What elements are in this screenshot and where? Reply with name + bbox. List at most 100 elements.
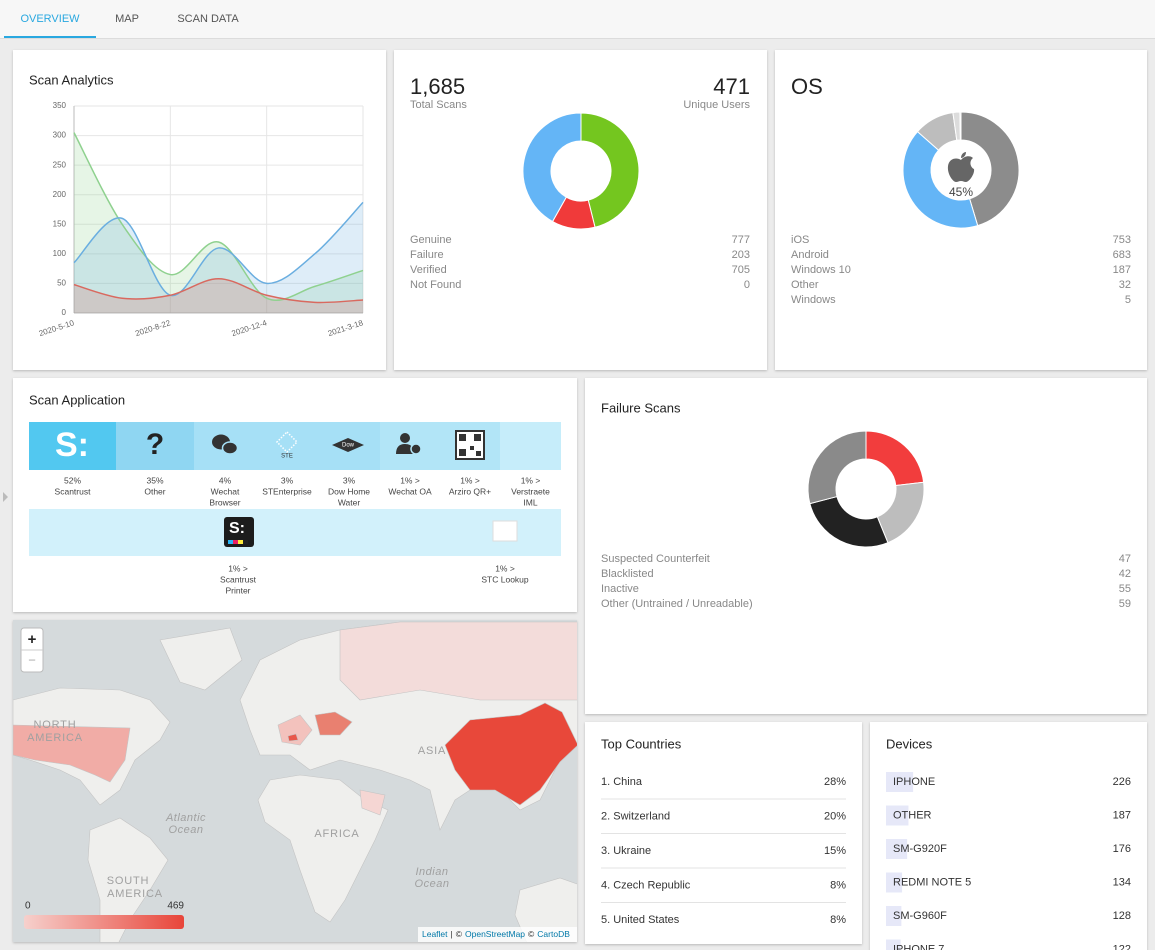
icon-ste-text: STE (281, 454, 293, 460)
icon-printer-ink (238, 540, 243, 544)
legend-label: Other (791, 279, 819, 291)
map-legend-max: 469 (167, 901, 184, 912)
country-usa (13, 724, 131, 783)
series-area (74, 202, 363, 313)
bar (886, 805, 909, 826)
app-name: Verstraete (511, 486, 550, 496)
legend-value: 42 (1119, 568, 1131, 580)
unique-users: 471 (713, 74, 750, 99)
app-tile[interactable] (29, 422, 116, 470)
tab-bar (0, 0, 1155, 38)
icon-printer-ink (243, 540, 248, 544)
app-tile-row (29, 509, 561, 556)
map-label: Atlantic (165, 812, 206, 824)
map-attribution: Leaflet | © OpenStreetMap © CartoDB (422, 929, 570, 939)
legend-label: iOS (791, 234, 809, 246)
bar-label: REDMI NOTE 5 (893, 876, 971, 888)
attribution-part[interactable]: CartoDB (537, 929, 570, 939)
map-label: AMERICA (27, 732, 83, 744)
icon-person-badge (410, 443, 422, 455)
country-name: 1. China (601, 776, 643, 788)
app-name: Printer (225, 585, 250, 595)
country-name: 2. Switzerland (601, 810, 670, 822)
app-name: Other (144, 486, 165, 496)
icon-person (396, 444, 413, 454)
app-share: 1% > (400, 475, 420, 485)
map-label: Ocean (415, 878, 450, 890)
side-toggle[interactable] (3, 492, 8, 502)
chart-title: Devices (886, 736, 933, 751)
chart-title: OS (791, 74, 823, 99)
legend-label: Windows 10 (791, 264, 851, 276)
icon-dow (332, 438, 364, 452)
app-name: Dow Home (328, 486, 370, 496)
country-europe (277, 714, 313, 746)
tab[interactable]: SCAN DATA (177, 13, 239, 25)
icon-other: ? (146, 428, 164, 461)
bar (886, 839, 908, 859)
bar-value: 187 (1113, 809, 1131, 821)
map-legend-bar (24, 915, 184, 929)
app-name: Wechat (211, 486, 240, 496)
legend-value: 683 (1113, 249, 1131, 261)
legend-value: 705 (732, 264, 750, 276)
country-russia (339, 621, 577, 701)
app-tile[interactable] (256, 422, 318, 470)
tab[interactable]: MAP (115, 13, 139, 25)
app-name: STC Lookup (481, 574, 529, 584)
app-tile[interactable] (500, 422, 561, 470)
legend-value: 55 (1119, 583, 1131, 595)
donut-slice (902, 130, 979, 229)
app-share: 1% > (521, 475, 541, 485)
series-area (74, 278, 363, 313)
bar (886, 906, 902, 926)
bar-value: 122 (1113, 943, 1131, 950)
apple-icon (947, 152, 975, 182)
icon-ste (275, 430, 299, 454)
country-ukraine (314, 711, 353, 736)
bar-value: 226 (1113, 776, 1131, 788)
legend-label: Not Found (410, 279, 461, 291)
app-name: Browser (209, 497, 240, 507)
land (514, 877, 577, 942)
country-name: 4. Czech Republic (601, 879, 691, 891)
legend-label: Windows (791, 294, 836, 306)
attribution-part[interactable]: OpenStreetMap (465, 929, 525, 939)
legend-label: Android (791, 249, 829, 261)
donut-slice (959, 111, 962, 141)
app-share: 52% (64, 475, 81, 485)
zoom-out[interactable]: − (28, 652, 36, 667)
icon-qr-eye (459, 434, 466, 441)
legend-value: 5 (1125, 294, 1131, 306)
bar-value: 134 (1113, 876, 1131, 888)
bar-label: OTHER (893, 809, 932, 821)
map-label: Ocean (169, 824, 204, 836)
attribution-part[interactable]: Leaflet (422, 929, 448, 939)
map-label: NORTH (34, 719, 77, 731)
tab[interactable]: OVERVIEW (20, 13, 80, 25)
app-share: 3% (343, 475, 356, 485)
chart-title: Scan Analytics (29, 72, 114, 87)
total-scans-label: Total Scans (410, 99, 467, 111)
section-title: Top Countries (601, 736, 682, 751)
legend-label: Genuine (410, 234, 452, 246)
app-share: 1% > (460, 475, 480, 485)
zoom-in[interactable]: + (28, 631, 37, 648)
country-switzerland (287, 733, 299, 742)
icon-scantrust: S: (55, 426, 89, 464)
section-title: Scan Application (29, 392, 125, 407)
icon-printer-ink (228, 540, 233, 544)
map-label: SOUTH (107, 875, 150, 887)
y-tick-label: 250 (53, 160, 67, 169)
country-share: 8% (830, 914, 846, 926)
legend-value: 187 (1113, 264, 1131, 276)
bar-label: IPHONE 7 (893, 943, 944, 950)
map-label: AMERICA (107, 888, 163, 900)
icon-stc (492, 520, 518, 542)
unique-users-label: Unique Users (683, 99, 750, 111)
legend-value: 753 (1113, 234, 1131, 246)
icon-printer-text: S: (229, 520, 245, 537)
app-tile[interactable] (116, 422, 194, 470)
app-share: 4% (219, 475, 232, 485)
